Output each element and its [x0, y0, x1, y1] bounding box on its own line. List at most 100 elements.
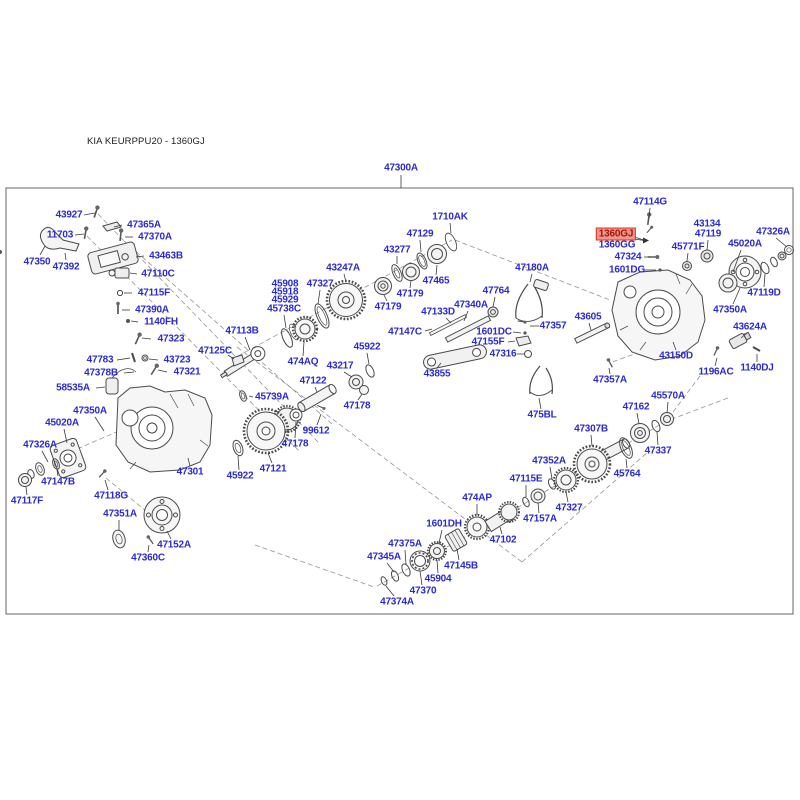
part-label-47378b[interactable]: 47378B — [84, 367, 118, 379]
part-label-47152a[interactable]: 47152A — [157, 539, 191, 551]
part-label-43855[interactable]: 43855 — [423, 368, 451, 380]
part-label-45918[interactable]: 45918 — [271, 286, 299, 298]
part-label-45929[interactable]: 45929 — [271, 294, 299, 306]
part-label-47133d[interactable]: 47133D — [421, 306, 455, 318]
part-label-47350[interactable]: 47350 — [23, 256, 51, 268]
part-label-43134[interactable]: 43134 — [693, 218, 721, 230]
part-label-47118g[interactable]: 47118G — [94, 490, 128, 502]
part-label-43217[interactable]: 43217 — [326, 360, 354, 372]
part-label-45738c[interactable]: 45738C — [267, 303, 301, 315]
part-label-47147b[interactable]: 47147B — [41, 476, 75, 488]
part-label-47370a[interactable]: 47370A — [138, 231, 172, 243]
part-label-47360c[interactable]: 47360C — [131, 552, 165, 564]
part-label-43723[interactable]: 43723 — [163, 354, 191, 366]
part-label-45908[interactable]: 45908 — [271, 278, 299, 290]
part-label-47365a[interactable]: 47365A — [127, 219, 161, 231]
part-label-1710ak[interactable]: 1710AK — [432, 211, 468, 223]
part-label-47327[interactable]: 47327 — [555, 502, 583, 514]
part-label-1140dj[interactable]: 1140DJ — [740, 362, 774, 374]
part-label-47327[interactable]: 47327 — [306, 278, 334, 290]
part-label-47345a[interactable]: 47345A — [367, 551, 401, 563]
part-label-43624a[interactable]: 43624A — [733, 321, 767, 333]
part-label-47110c[interactable]: 47110C — [141, 268, 175, 280]
part-label-45922[interactable]: 45922 — [353, 341, 381, 353]
part-label-58535a[interactable]: 58535A — [56, 382, 90, 394]
part-label-45764[interactable]: 45764 — [613, 468, 641, 480]
part-label-47357a[interactable]: 47357A — [593, 374, 627, 386]
part-label-47121[interactable]: 47121 — [259, 463, 287, 475]
part-label-47115f[interactable]: 47115F — [137, 287, 171, 299]
part-label-43463b[interactable]: 43463B — [149, 250, 183, 262]
part-label-47350a[interactable]: 47350A — [73, 405, 107, 417]
part-label-47465[interactable]: 47465 — [422, 275, 450, 287]
part-label-47357[interactable]: 47357 — [539, 320, 567, 332]
part-label-1601dc[interactable]: 1601DC — [476, 326, 512, 338]
part-label-47114g[interactable]: 47114G — [633, 196, 667, 208]
part-label-47155f[interactable]: 47155F — [471, 336, 505, 348]
part-label-474ap[interactable]: 474AP — [462, 492, 492, 504]
part-label-47351a[interactable]: 47351A — [103, 508, 137, 520]
part-label-1360gj[interactable]: 1360GJ — [595, 227, 637, 241]
part-label-43927[interactable]: 43927 — [55, 209, 83, 221]
part-label-47119d[interactable]: 47119D — [747, 287, 781, 299]
part-label-47390a[interactable]: 47390A — [135, 304, 169, 316]
part-label-47117f[interactable]: 47117F — [10, 495, 44, 507]
part-label-43247a[interactable]: 43247A — [326, 262, 360, 274]
part-label-1601dh[interactable]: 1601DH — [426, 518, 462, 530]
part-label-47764[interactable]: 47764 — [482, 285, 510, 297]
part-label-43605[interactable]: 43605 — [574, 311, 602, 323]
part-label-45739a[interactable]: 45739A — [255, 391, 289, 403]
part-label-47340a[interactable]: 47340A — [454, 299, 488, 311]
part-label-47307b[interactable]: 47307B — [574, 423, 608, 435]
part-label-47337[interactable]: 47337 — [644, 445, 672, 457]
part-label-47324[interactable]: 47324 — [614, 251, 642, 263]
part-label-45771f[interactable]: 45771F — [671, 241, 705, 253]
part-label-47316[interactable]: 47316 — [489, 348, 517, 360]
part-label-47352a[interactable]: 47352A — [532, 455, 566, 467]
part-label-47147c[interactable]: 47147C — [388, 326, 422, 338]
part-label-1360gg[interactable]: 1360GG — [598, 239, 636, 251]
part-label-47301[interactable]: 47301 — [176, 466, 204, 478]
part-label-47370[interactable]: 47370 — [409, 585, 437, 597]
part-label-47180a[interactable]: 47180A — [515, 262, 549, 274]
part-label-47375a[interactable]: 47375A — [388, 538, 422, 550]
part-label-474aq[interactable]: 474AQ — [287, 356, 319, 368]
part-label-47129[interactable]: 47129 — [406, 228, 434, 240]
part-label-47350a[interactable]: 47350A — [713, 304, 747, 316]
part-label-47115e[interactable]: 47115E — [509, 473, 543, 485]
part-label-1196ac[interactable]: 1196AC — [698, 366, 734, 378]
part-label-47326a[interactable]: 47326A — [756, 226, 790, 238]
part-label-47125c[interactable]: 47125C — [198, 345, 232, 357]
part-label-47119[interactable]: 47119 — [694, 228, 722, 240]
part-label-47321[interactable]: 47321 — [173, 366, 201, 378]
part-label-45020a[interactable]: 45020A — [45, 417, 79, 429]
part-label-47783[interactable]: 47783 — [86, 354, 114, 366]
part-label-47145b[interactable]: 47145B — [444, 560, 478, 572]
part-label-47392[interactable]: 47392 — [52, 261, 80, 273]
part-label-47323[interactable]: 47323 — [157, 333, 185, 345]
part-label-1140fh[interactable]: 1140FH — [144, 316, 178, 328]
part-label-1601dg[interactable]: 1601DG — [608, 264, 646, 276]
part-label-45904[interactable]: 45904 — [424, 573, 452, 585]
part-label-47157a[interactable]: 47157A — [523, 513, 557, 525]
part-label-47179[interactable]: 47179 — [374, 301, 402, 313]
part-label-47162[interactable]: 47162 — [622, 401, 650, 413]
part-label-11703[interactable]: 11703 — [46, 229, 74, 241]
part-label-43277[interactable]: 43277 — [383, 244, 411, 256]
part-label-47178[interactable]: 47178 — [343, 400, 371, 412]
part-label-47326a[interactable]: 47326A — [23, 439, 57, 451]
part-label-99612[interactable]: 99612 — [302, 425, 330, 437]
part-label-47300a[interactable]: 47300A — [384, 162, 418, 174]
part-label-47102[interactable]: 47102 — [489, 534, 517, 546]
output-gear-train — [522, 412, 674, 508]
part-label-45922[interactable]: 45922 — [226, 470, 254, 482]
part-label-47122[interactable]: 47122 — [299, 375, 327, 387]
part-label-47178[interactable]: 47178 — [281, 438, 309, 450]
part-label-45020a[interactable]: 45020A — [728, 238, 762, 250]
part-label-47374a[interactable]: 47374A — [380, 596, 414, 608]
part-label-47113b[interactable]: 47113B — [225, 325, 259, 337]
part-label-43150d[interactable]: 43150D — [659, 350, 693, 362]
part-label-475bl[interactable]: 475BL — [527, 409, 557, 421]
part-label-47179[interactable]: 47179 — [396, 288, 424, 300]
part-label-45570a[interactable]: 45570A — [651, 390, 685, 402]
